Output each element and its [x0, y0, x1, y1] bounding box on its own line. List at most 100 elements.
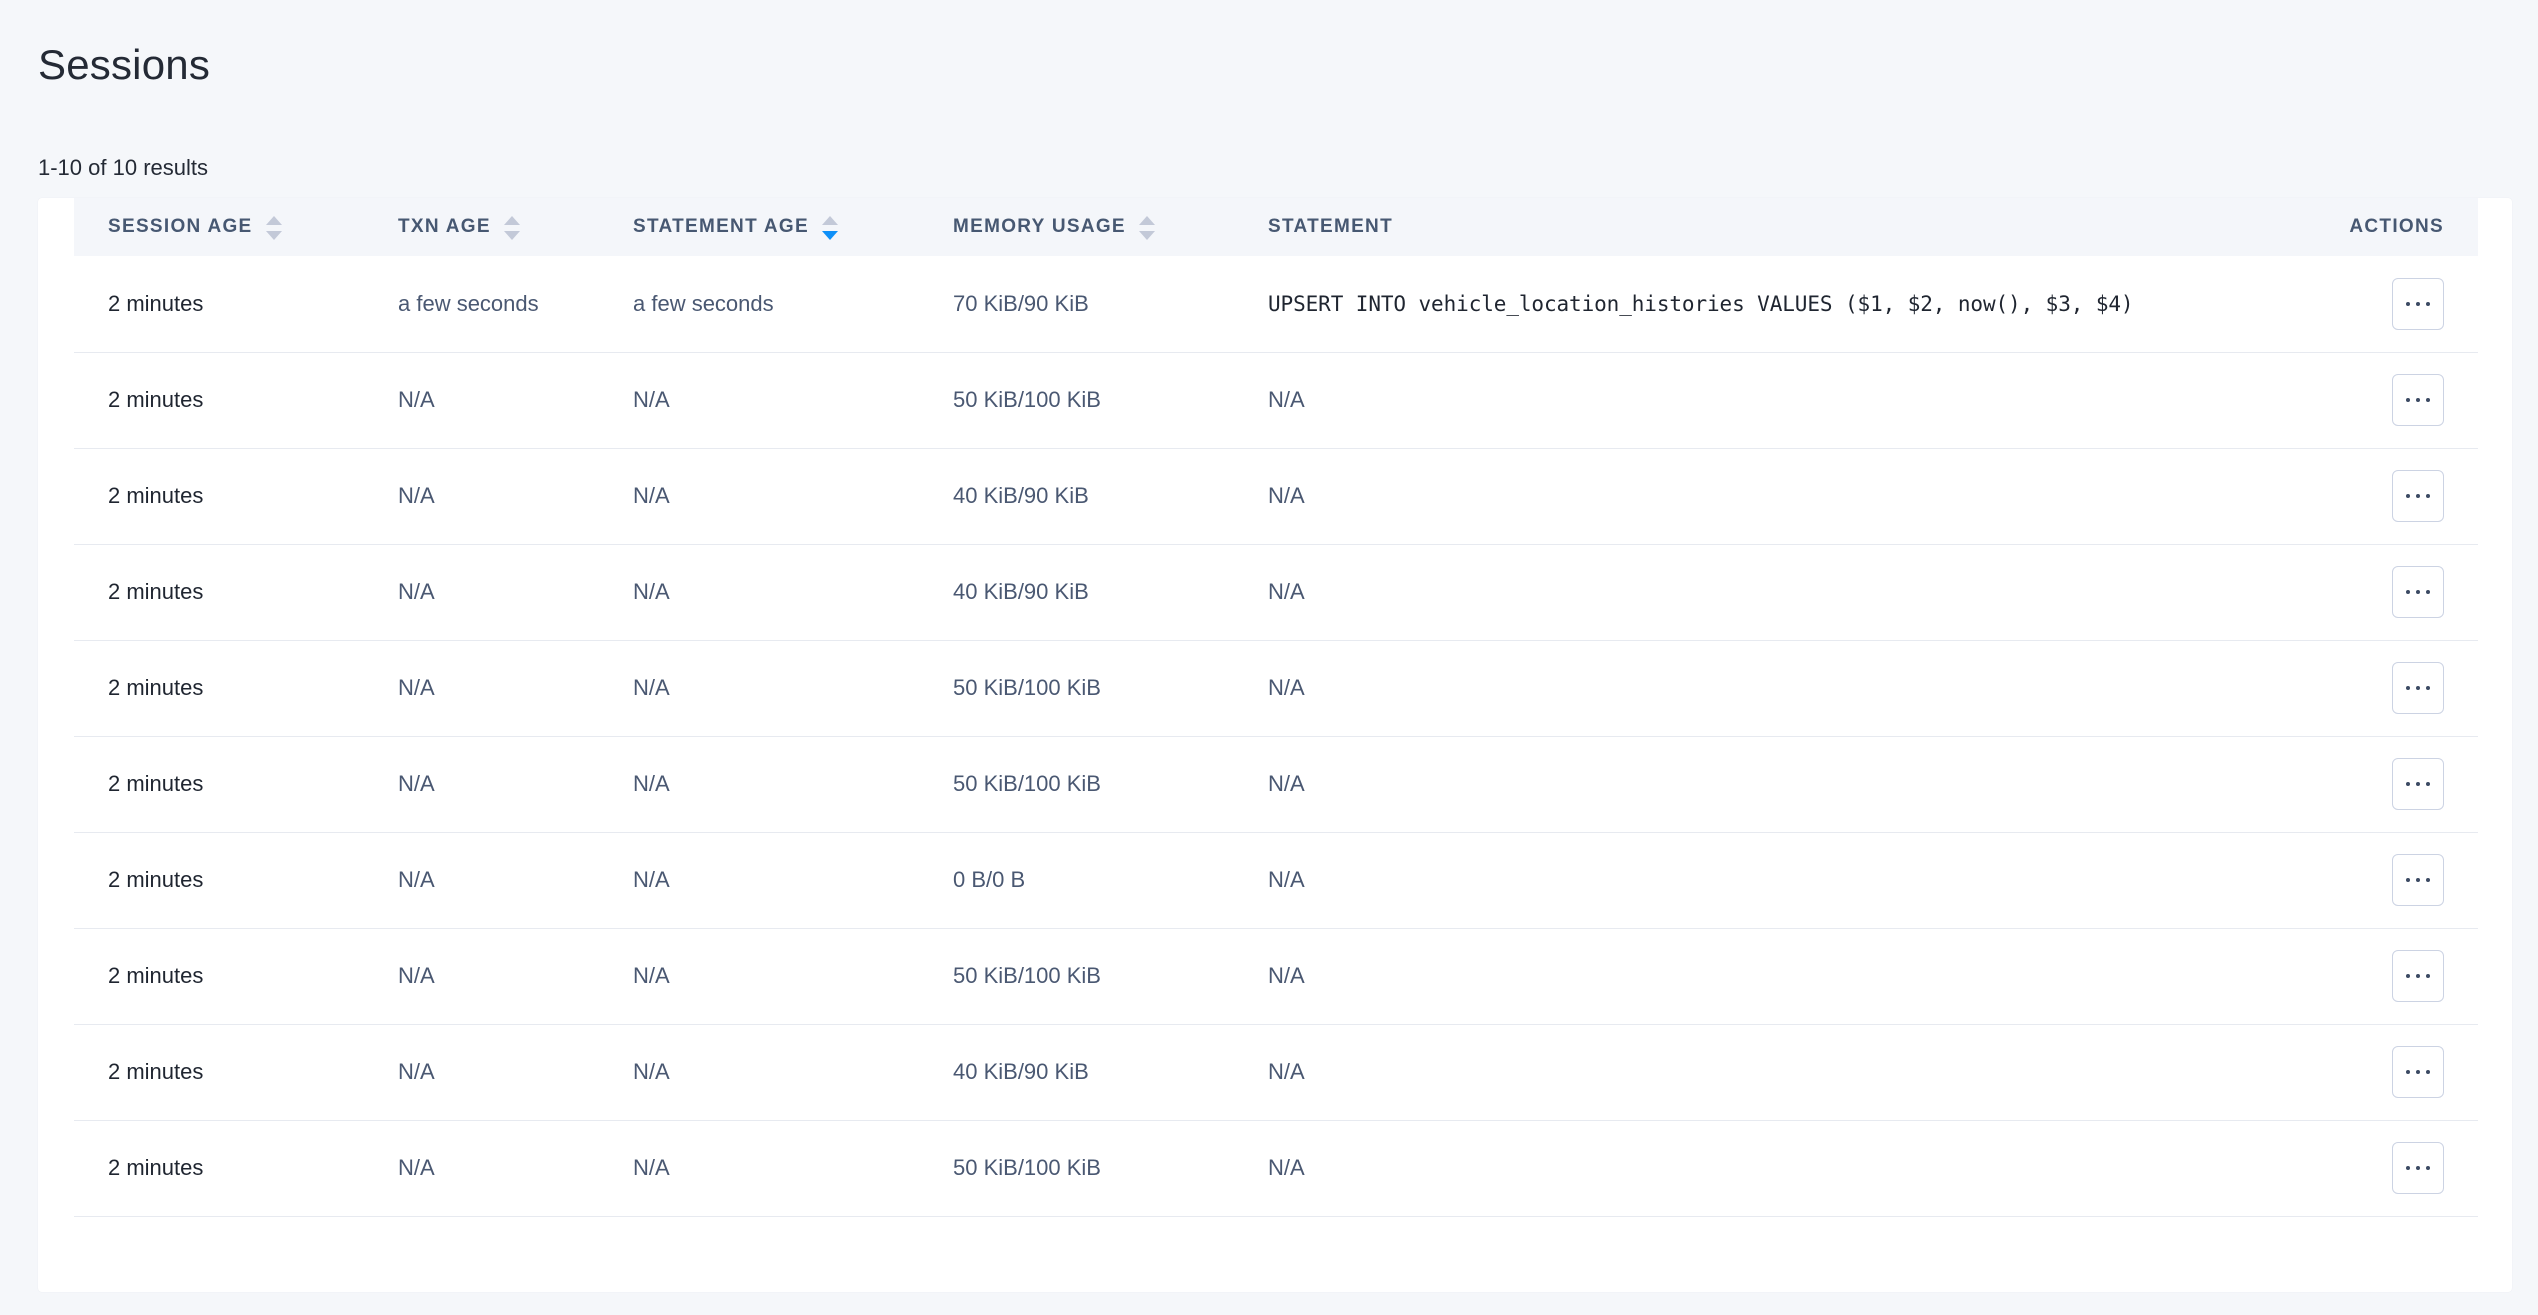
- table-row[interactable]: 2 minutes N/A N/A 40 KiB/90 KiB N/A: [74, 1024, 2478, 1120]
- cell-statement-age: a few seconds: [633, 290, 774, 316]
- cell-txn-age: N/A: [398, 387, 435, 412]
- ellipsis-icon: [2406, 494, 2430, 498]
- cell-statement: N/A: [1234, 544, 2234, 640]
- table-row[interactable]: 2 minutes N/A N/A 50 KiB/100 KiB N/A: [74, 352, 2478, 448]
- cell-txn-age: N/A: [398, 675, 435, 700]
- cell-memory-usage: 50 KiB/100 KiB: [953, 387, 1101, 412]
- column-header-session-age[interactable]: SESSION AGE: [74, 198, 364, 256]
- table-row[interactable]: 2 minutes N/A N/A 50 KiB/100 KiB N/A: [74, 928, 2478, 1024]
- cell-actions: [2234, 352, 2478, 448]
- ellipsis-icon: [2406, 686, 2430, 690]
- cell-session-age: 2 minutes: [108, 387, 204, 412]
- sort-asc-icon[interactable]: [265, 215, 282, 225]
- cell-txn-age: a few seconds: [398, 290, 539, 316]
- statement-text: N/A: [1268, 579, 1305, 604]
- cell-statement-age: N/A: [633, 771, 670, 796]
- cell-session-age: 2 minutes: [108, 290, 204, 316]
- ellipsis-icon: [2406, 974, 2430, 978]
- table-row[interactable]: 2 minutes N/A N/A 40 KiB/90 KiB N/A: [74, 448, 2478, 544]
- cell-memory-usage: 50 KiB/100 KiB: [953, 675, 1101, 700]
- cell-memory-usage: 50 KiB/100 KiB: [953, 963, 1101, 988]
- statement-text: N/A: [1268, 1155, 1305, 1180]
- row-actions-button[interactable]: [2392, 277, 2444, 330]
- column-header-memory-usage[interactable]: MEMORY USAGE: [919, 198, 1234, 256]
- sort-arrows-memory-usage[interactable]: [1138, 215, 1155, 240]
- cell-actions: [2234, 928, 2478, 1024]
- row-actions-button[interactable]: [2392, 374, 2444, 426]
- sort-asc-icon[interactable]: [1138, 215, 1155, 225]
- sort-asc-icon[interactable]: [821, 215, 838, 225]
- row-actions-button[interactable]: [2392, 758, 2444, 810]
- table-row[interactable]: 2 minutes N/A N/A 50 KiB/100 KiB N/A: [74, 640, 2478, 736]
- cell-memory-usage: 0 B/0 B: [953, 867, 1026, 892]
- cell-statement-age: N/A: [633, 483, 670, 508]
- table-row[interactable]: 2 minutes N/A N/A 40 KiB/90 KiB N/A: [74, 544, 2478, 640]
- cell-statement-age: N/A: [633, 963, 670, 988]
- results-count: 1-10 of 10 results: [38, 155, 208, 180]
- sort-arrows-session-age[interactable]: [265, 215, 282, 240]
- cell-session-age: 2 minutes: [108, 963, 204, 988]
- cell-memory-usage: 50 KiB/100 KiB: [953, 771, 1101, 796]
- sort-arrows-statement-age[interactable]: [821, 215, 838, 240]
- cell-statement-age: N/A: [633, 1059, 670, 1084]
- sort-desc-icon[interactable]: [1138, 230, 1155, 240]
- cell-actions: [2234, 640, 2478, 736]
- column-label-statement: STATEMENT: [1268, 216, 1393, 237]
- cell-statement-age: N/A: [633, 387, 670, 412]
- cell-actions: [2234, 832, 2478, 928]
- ellipsis-icon: [2406, 590, 2430, 594]
- sessions-table: SESSION AGE TXN AGE: [74, 198, 2478, 1217]
- page-title: Sessions: [38, 41, 211, 89]
- cell-statement: N/A: [1234, 352, 2234, 448]
- sort-arrows-txn-age[interactable]: [503, 215, 520, 240]
- table-body: 2 minutes a few seconds a few seconds 70 Ki…: [74, 256, 2478, 1216]
- column-header-statement: STATEMENT: [1234, 198, 2234, 256]
- sessions-table-card: SESSION AGE TXN AGE: [38, 198, 2512, 1292]
- column-label-memory-usage: MEMORY USAGE: [953, 216, 1126, 237]
- cell-statement-age: N/A: [633, 675, 670, 700]
- table-row[interactable]: 2 minutes N/A N/A 0 B/0 B N/A: [74, 832, 2478, 928]
- cell-memory-usage: 50 KiB/100 KiB: [953, 1155, 1101, 1180]
- cell-statement-age: N/A: [633, 867, 670, 892]
- cell-session-age: 2 minutes: [108, 1155, 204, 1180]
- cell-txn-age: N/A: [398, 867, 435, 892]
- cell-txn-age: N/A: [398, 483, 435, 508]
- cell-memory-usage: 40 KiB/90 KiB: [953, 579, 1089, 604]
- column-label-actions: ACTIONS: [2349, 216, 2444, 237]
- ellipsis-icon: [2406, 301, 2430, 306]
- sort-desc-icon-active[interactable]: [821, 230, 838, 240]
- column-label-session-age: SESSION AGE: [108, 216, 253, 237]
- statement-text: N/A: [1268, 771, 1305, 796]
- cell-actions: [2234, 256, 2478, 352]
- ellipsis-icon: [2406, 398, 2430, 402]
- sort-desc-icon[interactable]: [503, 230, 520, 240]
- table-header-row: SESSION AGE TXN AGE: [74, 198, 2478, 256]
- row-actions-button[interactable]: [2392, 662, 2444, 714]
- table-row[interactable]: 2 minutes N/A N/A 50 KiB/100 KiB N/A: [74, 1120, 2478, 1216]
- table-head: SESSION AGE TXN AGE: [74, 198, 2478, 256]
- cell-txn-age: N/A: [398, 1155, 435, 1180]
- table-row[interactable]: 2 minutes N/A N/A 50 KiB/100 KiB N/A: [74, 736, 2478, 832]
- cell-statement-age: N/A: [633, 1155, 670, 1180]
- row-actions-button[interactable]: [2392, 470, 2444, 522]
- sort-desc-icon[interactable]: [265, 230, 282, 240]
- column-header-txn-age[interactable]: TXN AGE: [364, 198, 599, 256]
- column-label-txn-age: TXN AGE: [398, 216, 491, 237]
- ellipsis-icon: [2406, 1070, 2430, 1074]
- row-actions-button[interactable]: [2392, 950, 2444, 1002]
- row-actions-button[interactable]: [2392, 566, 2444, 618]
- cell-statement: N/A: [1234, 1024, 2234, 1120]
- cell-statement: N/A: [1234, 448, 2234, 544]
- row-actions-button[interactable]: [2392, 1142, 2444, 1194]
- cell-statement-age: N/A: [633, 579, 670, 604]
- sort-asc-icon[interactable]: [503, 215, 520, 225]
- ellipsis-icon: [2406, 1166, 2430, 1170]
- statement-text: N/A: [1268, 675, 1305, 700]
- table-row[interactable]: 2 minutes a few seconds a few seconds 70 Ki…: [74, 256, 2478, 352]
- row-actions-button[interactable]: [2392, 854, 2444, 906]
- row-actions-button[interactable]: [2392, 1046, 2444, 1098]
- cell-session-age: 2 minutes: [108, 1059, 204, 1084]
- column-header-statement-age[interactable]: STATEMENT AGE: [599, 198, 919, 256]
- cell-statement: N/A: [1234, 1120, 2234, 1216]
- ellipsis-icon: [2406, 878, 2430, 882]
